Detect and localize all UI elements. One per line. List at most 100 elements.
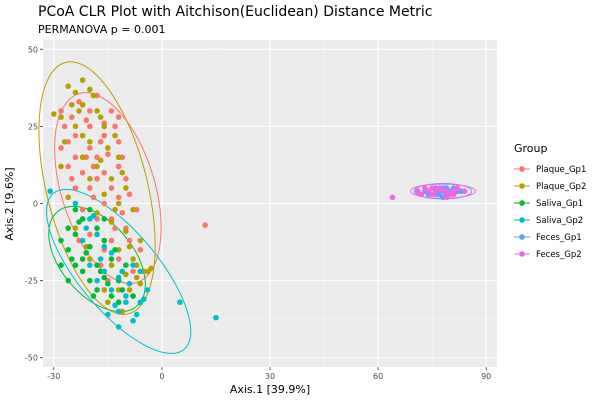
point-saliva-gp2 <box>94 231 100 238</box>
point-plaque-gp2 <box>87 176 93 182</box>
point-saliva-gp2 <box>47 188 54 194</box>
x-axis-title: Axis.1 [39.9%] <box>230 383 310 396</box>
point-saliva-gp2 <box>137 268 144 275</box>
point-saliva-gp1 <box>87 206 93 213</box>
legend-key-point <box>519 234 525 240</box>
point-feces-gp2 <box>418 191 425 198</box>
point-saliva-gp2 <box>213 314 219 321</box>
point-saliva-gp1 <box>72 262 79 268</box>
point-plaque-gp1 <box>108 237 115 244</box>
point-saliva-gp1 <box>79 256 86 262</box>
point-plaque-gp1 <box>202 222 208 228</box>
point-plaque-gp1 <box>115 163 122 170</box>
point-saliva-gp2 <box>119 268 126 275</box>
ellipse-plaque-gp1 <box>54 92 162 284</box>
point-plaque-gp2 <box>101 123 108 130</box>
point-saliva-gp1 <box>65 246 72 253</box>
point-plaque-gp2 <box>90 92 97 99</box>
point-saliva-gp2 <box>94 277 100 284</box>
point-plaque-gp2 <box>79 101 86 108</box>
point-plaque-gp1 <box>87 108 93 114</box>
point-plaque-gp1 <box>69 114 75 120</box>
point-plaque-gp2 <box>79 132 86 139</box>
point-plaque-gp1 <box>90 194 97 201</box>
point-saliva-gp1 <box>94 287 100 293</box>
point-plaque-gp2 <box>58 114 64 120</box>
point-feces-gp2 <box>461 188 468 194</box>
point-plaque-gp2 <box>108 262 115 268</box>
point-plaque-gp1 <box>112 225 118 231</box>
point-plaque-gp2 <box>76 108 82 114</box>
point-saliva-gp2 <box>105 311 111 318</box>
point-plaque-gp1 <box>115 256 122 262</box>
point-saliva-gp2 <box>112 302 118 309</box>
legend-label-feces-gp1: Feces_Gp1 <box>536 233 582 243</box>
point-saliva-gp2 <box>79 237 86 244</box>
point-saliva-gp2 <box>97 256 104 262</box>
point-plaque-gp1 <box>97 139 104 145</box>
point-saliva-gp2 <box>130 262 136 268</box>
point-plaque-gp1 <box>83 117 90 124</box>
y-tick-label: 25 <box>28 122 38 131</box>
point-plaque-gp1 <box>94 176 100 182</box>
y-axis-title: Axis.2 [9.6%] <box>3 167 16 240</box>
legend-key-point <box>519 251 525 257</box>
point-plaque-gp2 <box>105 299 111 306</box>
point-saliva-gp1 <box>94 225 100 231</box>
point-saliva-gp2 <box>83 225 90 231</box>
point-saliva-gp1 <box>90 293 97 299</box>
point-saliva-gp2 <box>101 268 108 275</box>
point-plaque-gp1 <box>126 237 133 244</box>
point-feces-gp2 <box>389 194 396 201</box>
chart-subtitle: PERMANOVA p = 0.001 <box>38 23 165 36</box>
point-plaque-gp2 <box>101 287 108 293</box>
point-plaque-gp2 <box>119 169 126 176</box>
point-plaque-gp1 <box>58 145 64 151</box>
point-plaque-gp1 <box>79 169 86 176</box>
x-tick-label: 0 <box>159 372 164 381</box>
point-plaque-gp2 <box>79 154 86 161</box>
point-saliva-gp1 <box>65 225 72 231</box>
point-plaque-gp1 <box>87 185 93 191</box>
point-saliva-gp2 <box>126 280 133 287</box>
point-saliva-gp1 <box>123 262 129 268</box>
point-plaque-gp2 <box>97 157 104 164</box>
point-saliva-gp2 <box>123 299 129 306</box>
legend-key-point <box>519 217 525 223</box>
point-saliva-gp1 <box>58 237 64 244</box>
x-tick-label: -30 <box>47 372 60 381</box>
legend-label-saliva-gp2: Saliva_Gp2 <box>536 216 583 226</box>
point-plaque-gp2 <box>115 154 122 161</box>
point-plaque-gp2 <box>72 225 79 231</box>
point-plaque-gp2 <box>126 287 133 293</box>
legend-key-point <box>519 183 525 189</box>
point-saliva-gp2 <box>115 308 122 315</box>
point-plaque-gp2 <box>108 219 115 225</box>
point-plaque-gp2 <box>87 256 93 262</box>
legend-label-saliva-gp1: Saliva_Gp1 <box>536 199 583 209</box>
point-plaque-gp2 <box>137 237 144 244</box>
point-plaque-gp2 <box>65 194 72 201</box>
point-plaque-gp2 <box>79 77 86 83</box>
point-plaque-gp2 <box>112 132 118 139</box>
point-plaque-gp1 <box>126 191 133 198</box>
point-plaque-gp2 <box>101 191 108 198</box>
ellipse-saliva-gp2 <box>46 188 192 354</box>
point-saliva-gp1 <box>105 280 111 287</box>
legend-label-plaque-gp1: Plaque_Gp1 <box>536 165 586 175</box>
point-plaque-gp1 <box>61 123 68 130</box>
point-saliva-gp1 <box>101 237 108 244</box>
point-feces-gp2 <box>429 185 435 191</box>
legend-label-feces-gp2: Feces_Gp2 <box>536 250 582 260</box>
point-saliva-gp1 <box>119 287 126 293</box>
point-saliva-gp1 <box>108 256 115 262</box>
point-plaque-gp2 <box>94 108 100 114</box>
point-saliva-gp1 <box>65 277 72 284</box>
point-plaque-gp1 <box>130 268 136 275</box>
point-plaque-gp1 <box>137 246 144 253</box>
point-plaque-gp2 <box>112 206 118 213</box>
point-plaque-gp2 <box>123 228 129 235</box>
point-plaque-gp2 <box>72 123 79 130</box>
x-tick-label: 30 <box>265 372 275 381</box>
